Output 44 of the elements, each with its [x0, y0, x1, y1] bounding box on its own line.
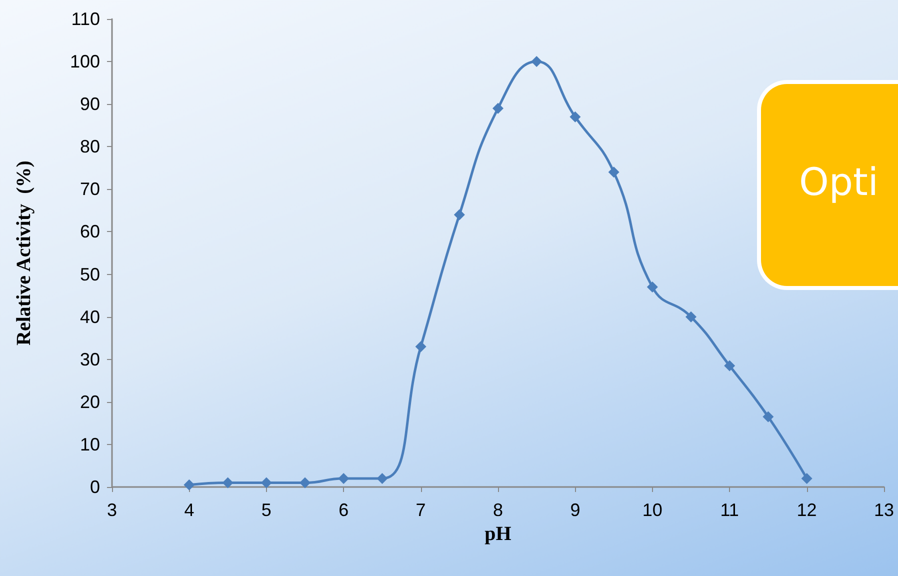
callout-box: Opti	[757, 80, 898, 290]
x-tick-label: 7	[416, 500, 426, 520]
point	[184, 479, 195, 490]
point	[724, 360, 736, 372]
y-tick-label: 80	[80, 136, 100, 157]
point	[260, 477, 272, 488]
point	[492, 102, 504, 114]
y-tick-label: 50	[80, 264, 100, 284]
x-tick-label: 6	[338, 500, 349, 520]
point	[415, 341, 426, 352]
y-tick-label: 90	[80, 94, 100, 114]
point	[531, 56, 542, 68]
point	[646, 282, 658, 293]
point	[608, 166, 620, 178]
x-tick-label: 8	[492, 500, 504, 520]
x-axis-title: pH	[484, 522, 512, 545]
point	[570, 111, 581, 122]
point	[762, 411, 774, 422]
y-tick-label: 20	[80, 392, 100, 412]
y-axis-title: Relative Activity (%)	[13, 160, 35, 346]
y-tick-label: 110	[71, 9, 100, 29]
x-tick-label: 4	[184, 500, 194, 520]
point	[686, 311, 696, 322]
y-tick-label: 100	[70, 52, 100, 72]
x-tick-label: 9	[570, 500, 580, 520]
x-tick-label: 12	[796, 500, 817, 520]
x-tick-label: 10	[642, 500, 662, 520]
x-tick-label: 3	[106, 500, 118, 520]
y-tick-label: 60	[80, 222, 100, 242]
point	[222, 477, 234, 488]
y-tick-label: 0	[90, 477, 100, 497]
y-tick-label: 70	[80, 179, 100, 200]
point	[801, 472, 812, 484]
y-tick-label: 10	[80, 434, 100, 454]
y-tick-label: 30	[80, 349, 100, 370]
x-tick-label: 5	[261, 500, 272, 520]
point	[376, 472, 388, 484]
point	[338, 472, 350, 484]
annotation: Opti	[799, 160, 878, 204]
point	[300, 477, 310, 488]
y-tick-label: 40	[80, 306, 100, 327]
point	[454, 209, 465, 220]
x-tick-label: 13	[874, 500, 894, 520]
x-tick-label: 11	[720, 500, 739, 520]
